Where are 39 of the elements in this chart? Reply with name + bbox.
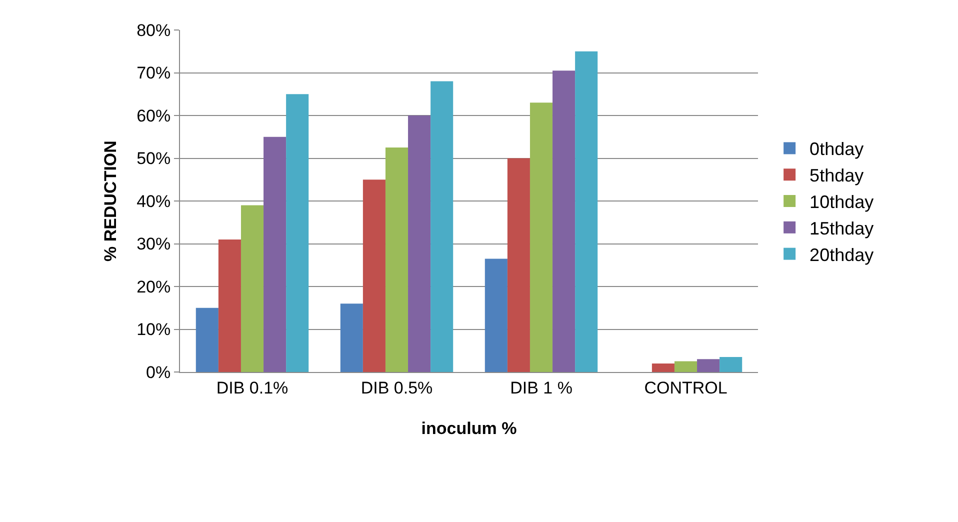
y-tick-label: 10% [136, 320, 171, 340]
bar [430, 81, 454, 372]
y-tick-label: 40% [136, 192, 171, 211]
bar [720, 357, 742, 372]
bar [286, 94, 309, 372]
x-axis-title: inoculum % [421, 418, 517, 438]
legend-label: 5thday [810, 166, 864, 186]
legend-label: 15thday [810, 218, 874, 238]
legend-label: 0thday [810, 139, 864, 160]
y-axis-title: % REDUCTION [101, 140, 120, 262]
y-tick-label: 30% [136, 234, 171, 254]
x-tick-label: CONTROL [644, 378, 728, 398]
y-tick-label: 50% [136, 149, 171, 168]
y-tick-label: 20% [136, 277, 171, 296]
bar [362, 180, 386, 372]
x-tick-label: DIB 0.1% [216, 378, 288, 398]
legend-label: 20thday [810, 244, 874, 265]
bar [240, 205, 264, 372]
legend-label: 10thday [810, 192, 874, 212]
bar [530, 102, 553, 372]
bar [385, 148, 408, 372]
bar [264, 136, 286, 372]
bar [196, 308, 218, 372]
bar [408, 116, 431, 372]
bar [697, 359, 720, 372]
bar [507, 158, 530, 372]
x-tick-label: DIB 1 % [510, 378, 572, 398]
y-tick-label: 70% [136, 64, 171, 83]
bar [652, 363, 674, 372]
y-tick-label: 60% [136, 106, 171, 126]
bar [674, 361, 698, 372]
bar [552, 70, 576, 372]
bar [218, 239, 241, 372]
bar [575, 51, 598, 372]
bar [340, 304, 363, 372]
y-tick-label: 80% [136, 20, 171, 40]
bar [484, 258, 508, 372]
y-tick-label: 0% [146, 362, 171, 382]
x-tick-label: DIB 0.5% [360, 378, 433, 398]
